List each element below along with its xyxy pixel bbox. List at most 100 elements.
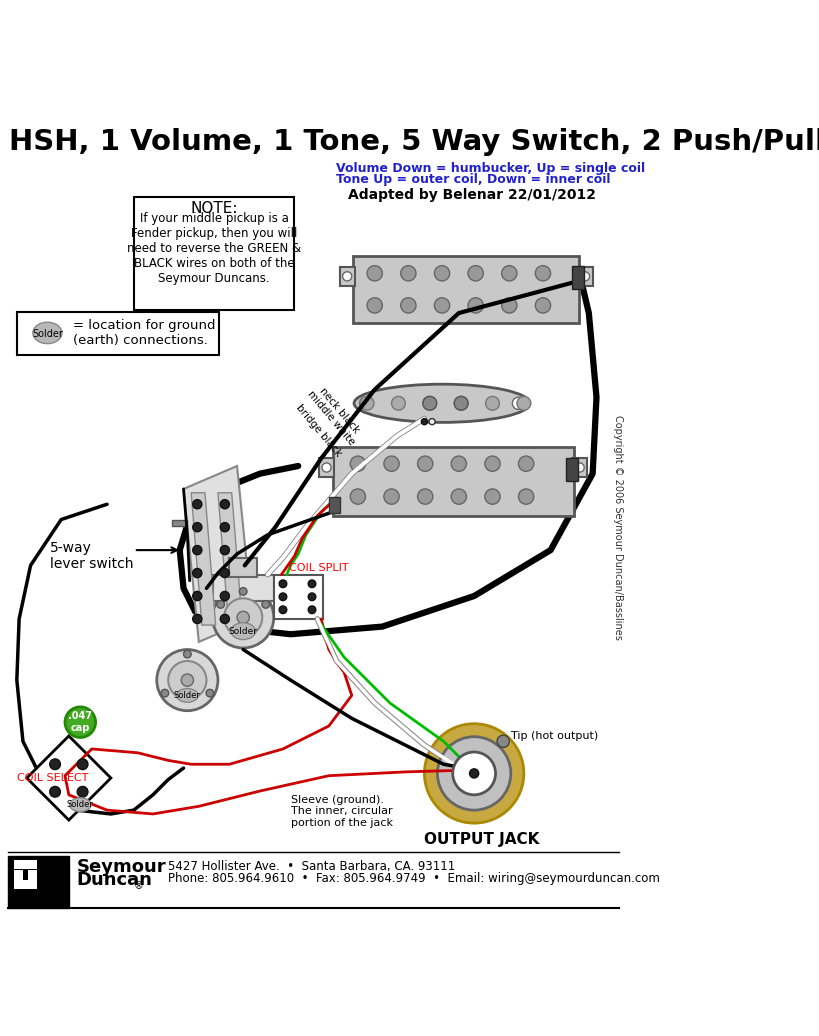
Circle shape [451, 489, 467, 505]
Circle shape [502, 297, 517, 313]
Text: Solder: Solder [229, 627, 258, 636]
Circle shape [468, 297, 483, 313]
Bar [333, 447, 573, 516]
Circle shape [279, 606, 287, 613]
Circle shape [192, 569, 202, 578]
Circle shape [429, 419, 435, 425]
Bar [213, 575, 274, 601]
Bar [14, 870, 23, 881]
Circle shape [485, 489, 500, 505]
Text: 5427 Hollister Ave.  •  Santa Barbara, CA. 93111: 5427 Hollister Ave. • Santa Barbara, CA.… [168, 860, 455, 873]
Text: Copyright © 2006 Seymour Duncan/Basslines: Copyright © 2006 Seymour Duncan/Bassline… [613, 414, 623, 639]
Circle shape [513, 397, 525, 409]
Circle shape [360, 397, 374, 410]
Circle shape [453, 752, 495, 795]
Bar [577, 267, 593, 286]
Ellipse shape [177, 689, 198, 702]
Text: = location for ground
(earth) connections.: = location for ground (earth) connection… [73, 319, 215, 347]
Circle shape [536, 265, 550, 281]
Circle shape [342, 271, 352, 281]
Circle shape [224, 599, 262, 636]
Text: 5-way
lever switch: 5-way lever switch [50, 541, 133, 571]
Text: Phone: 805.964.9610  •  Fax: 805.964.9749  •  Email: wiring@seymourduncan.com: Phone: 805.964.9610 • Fax: 805.964.9749 … [168, 872, 660, 885]
Circle shape [421, 419, 428, 425]
Text: Solder: Solder [67, 800, 93, 809]
Ellipse shape [70, 798, 91, 811]
Circle shape [518, 489, 534, 505]
Circle shape [437, 737, 511, 810]
Bar [7, 856, 69, 908]
Circle shape [279, 580, 287, 587]
Text: .047
cap: .047 cap [68, 712, 93, 733]
Bar [14, 860, 37, 869]
Ellipse shape [354, 384, 530, 423]
Circle shape [168, 661, 206, 699]
Circle shape [423, 397, 437, 410]
Circle shape [220, 546, 229, 554]
Text: Tip (hot output): Tip (hot output) [511, 731, 598, 742]
Circle shape [367, 265, 382, 281]
Circle shape [192, 614, 202, 624]
Bar [14, 880, 37, 889]
Circle shape [575, 463, 584, 472]
Circle shape [50, 759, 61, 770]
Bar [572, 458, 587, 478]
Circle shape [77, 786, 88, 797]
Circle shape [468, 265, 483, 281]
Polygon shape [183, 466, 252, 642]
Circle shape [161, 689, 169, 697]
Circle shape [423, 397, 437, 410]
Circle shape [220, 499, 229, 509]
Circle shape [192, 499, 202, 509]
Text: Duncan: Duncan [76, 871, 152, 889]
Bar [17, 312, 219, 355]
Circle shape [400, 265, 416, 281]
Bar [274, 575, 324, 618]
Circle shape [192, 592, 202, 601]
Circle shape [536, 297, 550, 313]
Circle shape [220, 614, 229, 624]
Text: bridge black: bridge black [294, 402, 344, 458]
Polygon shape [27, 736, 111, 821]
Circle shape [434, 297, 450, 313]
Circle shape [502, 265, 517, 281]
Circle shape [391, 397, 405, 410]
Circle shape [400, 297, 416, 313]
Text: ®: ® [133, 882, 143, 891]
Circle shape [384, 456, 399, 471]
Circle shape [279, 593, 287, 601]
Ellipse shape [33, 322, 62, 344]
Circle shape [360, 397, 372, 409]
Circle shape [434, 265, 450, 281]
Circle shape [418, 489, 432, 505]
Polygon shape [191, 493, 215, 625]
Circle shape [65, 707, 96, 738]
Bar [329, 496, 340, 514]
Circle shape [351, 489, 365, 505]
Text: COIL SELECT: COIL SELECT [17, 773, 88, 783]
Circle shape [517, 397, 531, 410]
Circle shape [220, 522, 229, 531]
Bar [229, 557, 257, 577]
Bar [572, 265, 584, 289]
Circle shape [308, 606, 316, 613]
Text: NOTE:: NOTE: [190, 201, 238, 215]
Text: OUTPUT JACK: OUTPUT JACK [424, 832, 540, 846]
Circle shape [213, 586, 274, 648]
Text: Solder: Solder [174, 691, 201, 700]
Circle shape [486, 397, 500, 410]
Circle shape [50, 786, 61, 797]
Text: Adapted by Belenar 22/01/2012: Adapted by Belenar 22/01/2012 [348, 189, 596, 202]
Text: neck black: neck black [317, 386, 361, 435]
Circle shape [367, 297, 382, 313]
Circle shape [455, 397, 468, 410]
Circle shape [220, 569, 229, 578]
Polygon shape [218, 493, 242, 625]
Circle shape [308, 580, 316, 587]
Circle shape [206, 689, 214, 697]
Circle shape [351, 456, 365, 471]
Text: Seymour: Seymour [76, 858, 166, 876]
Circle shape [455, 397, 468, 410]
Text: If your middle pickup is a
Fender pickup, then you will
need to reverse the GREE: If your middle pickup is a Fender pickup… [127, 212, 301, 285]
Circle shape [217, 601, 224, 608]
